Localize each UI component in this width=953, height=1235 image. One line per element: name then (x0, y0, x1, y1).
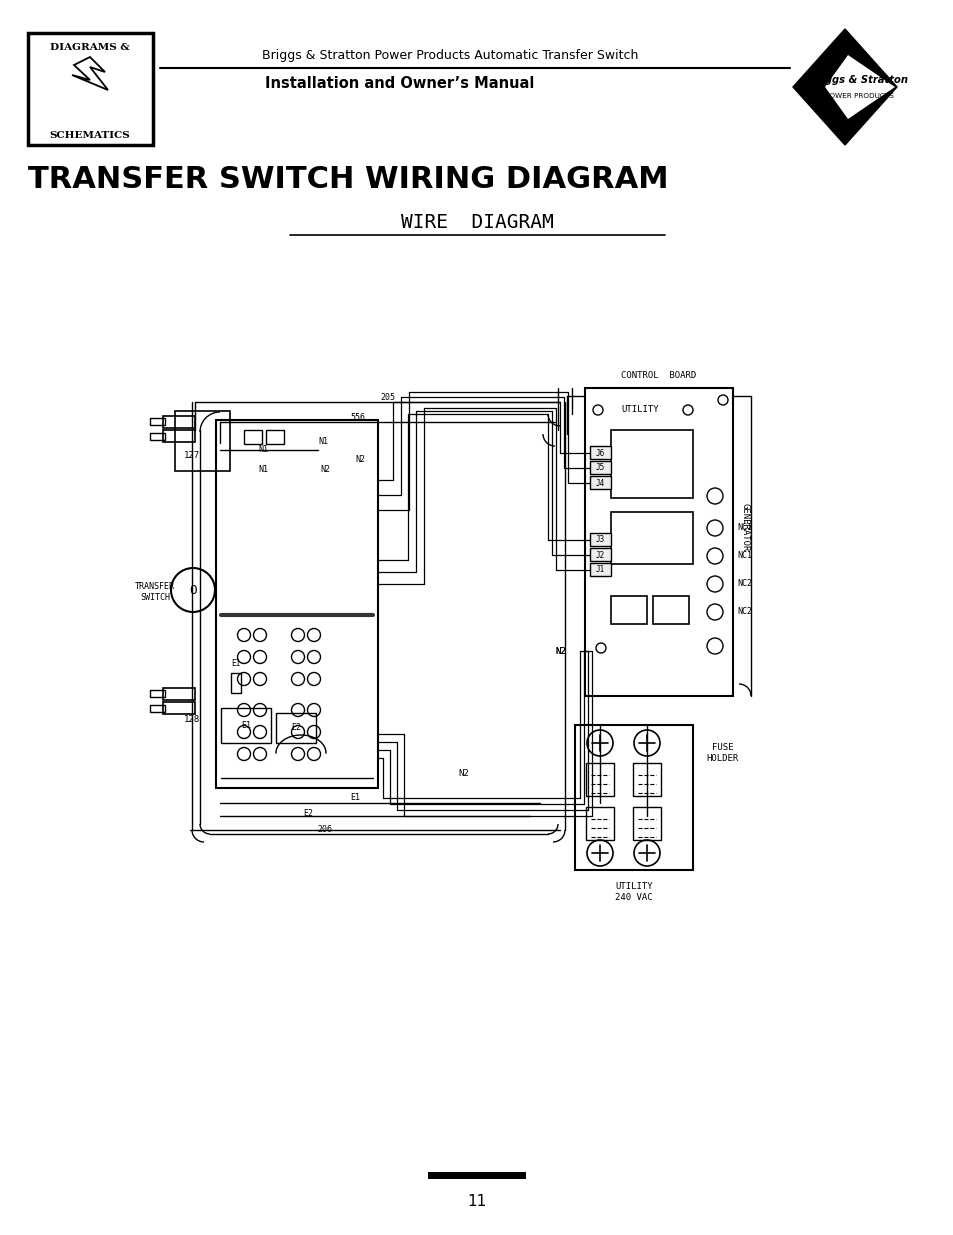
Text: N1: N1 (257, 466, 268, 474)
Polygon shape (792, 28, 896, 144)
Bar (150, 417, 165, 425)
Text: E1: E1 (241, 721, 251, 730)
Text: Briggs & Stratton Power Products Automatic Transfer Switch: Briggs & Stratton Power Products Automat… (261, 48, 638, 62)
Bar (585, 806, 614, 840)
Text: J2: J2 (595, 551, 604, 559)
Text: O: O (189, 583, 196, 597)
Text: TRANSFER
SWITCH: TRANSFER SWITCH (135, 582, 174, 601)
Text: N1: N1 (257, 446, 268, 454)
Bar (150, 705, 165, 713)
Text: FUSE
HOLDER: FUSE HOLDER (706, 743, 739, 763)
Bar (610, 597, 646, 624)
Bar (163, 688, 194, 700)
Text: TRANSFER SWITCH WIRING DIAGRAM: TRANSFER SWITCH WIRING DIAGRAM (28, 165, 668, 194)
Text: NC1: NC1 (737, 524, 751, 532)
Bar (215, 420, 377, 788)
Text: WIRE  DIAGRAM: WIRE DIAGRAM (400, 214, 553, 232)
Text: NC1: NC1 (737, 552, 751, 561)
Text: 127: 127 (184, 451, 200, 459)
Text: SCHEMATICS: SCHEMATICS (50, 131, 131, 141)
Bar (589, 461, 610, 474)
Bar (275, 713, 315, 743)
Text: Installation and Owner’s Manual: Installation and Owner’s Manual (265, 77, 534, 91)
Bar (652, 597, 688, 624)
Bar (589, 563, 610, 576)
Text: 128: 128 (184, 715, 200, 725)
Text: J3: J3 (595, 536, 604, 545)
Bar (589, 534, 610, 546)
Text: J6: J6 (595, 448, 604, 457)
Text: J4: J4 (595, 478, 604, 488)
Text: CONTROL  BOARD: CONTROL BOARD (620, 372, 696, 380)
Text: E2: E2 (291, 724, 301, 732)
Polygon shape (824, 56, 894, 119)
Bar (633, 763, 660, 797)
Bar (28, 33, 152, 144)
Bar (610, 430, 692, 498)
Bar (584, 388, 732, 697)
Bar (428, 1172, 525, 1179)
Text: N2: N2 (319, 466, 330, 474)
Bar (244, 430, 262, 445)
Text: UTILITY
240 VAC: UTILITY 240 VAC (615, 882, 652, 902)
Bar (163, 701, 194, 714)
Text: N2: N2 (355, 456, 365, 464)
Text: N1: N1 (317, 436, 328, 446)
Text: N2: N2 (555, 646, 565, 656)
Text: 206: 206 (317, 825, 333, 835)
Bar (589, 475, 610, 489)
Text: DIAGRAMS &: DIAGRAMS & (51, 43, 130, 53)
Text: UTILITY: UTILITY (620, 405, 659, 415)
Text: GENERATOR: GENERATOR (740, 503, 749, 551)
Bar (231, 673, 241, 693)
Bar (174, 411, 230, 471)
Bar (163, 430, 194, 442)
Text: 11: 11 (467, 1194, 486, 1209)
Text: N2: N2 (555, 646, 565, 656)
Bar (589, 446, 610, 459)
Bar (585, 763, 614, 797)
Bar (266, 430, 284, 445)
Text: NC2: NC2 (737, 608, 751, 616)
Bar (633, 806, 660, 840)
Bar (150, 433, 165, 440)
Text: E1: E1 (232, 658, 240, 667)
Bar (163, 416, 194, 429)
Bar (575, 725, 692, 869)
Text: Briggs & Stratton: Briggs & Stratton (809, 75, 907, 85)
Text: 556: 556 (350, 412, 365, 421)
Bar (589, 548, 610, 561)
Bar (610, 513, 692, 564)
Text: J1: J1 (595, 566, 604, 574)
Text: 205: 205 (380, 393, 395, 401)
Bar (221, 708, 271, 743)
Bar (150, 690, 165, 697)
Text: E1: E1 (350, 794, 359, 803)
Text: E2: E2 (303, 809, 313, 819)
Text: N2: N2 (457, 768, 468, 778)
Text: POWER PRODUCTS: POWER PRODUCTS (823, 93, 893, 99)
Text: J5: J5 (595, 463, 604, 473)
Text: NC2: NC2 (737, 579, 751, 589)
